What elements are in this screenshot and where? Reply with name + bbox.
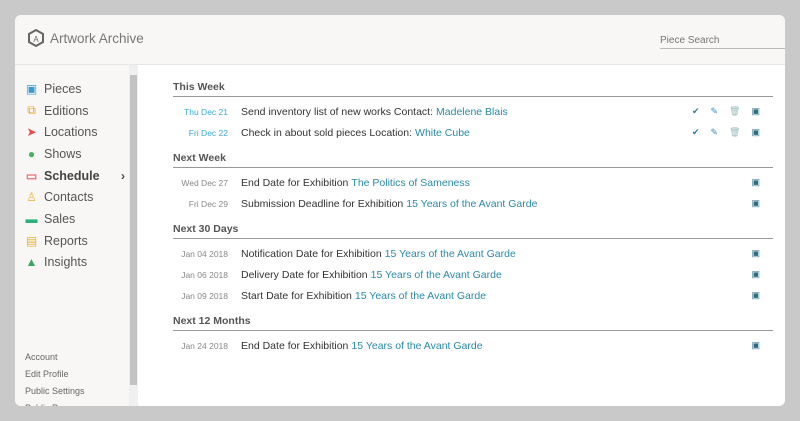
schedule-item: Fri Dec 29 Submission Deadline for Exhibi… (173, 193, 773, 214)
sidebar-item-label: Shows (44, 146, 82, 161)
item-text: Send inventory list of new works Contact… (241, 105, 434, 118)
calendar-icon[interactable]: ▣ (751, 269, 760, 279)
sidebar: ▣ Pieces ⧉ Editions ➤ Locations ● Shows ▭ Schedul… (15, 65, 129, 406)
item-date: Wed Dec 27 (181, 177, 228, 188)
calendar-icon[interactable]: ▣ (751, 198, 760, 208)
user-icon: ♙ (26, 190, 37, 205)
calendar-icon[interactable]: ▣ (751, 177, 760, 187)
sidebar-item-shows[interactable]: ● Shows (25, 143, 125, 165)
schedule-list: This Week Thu Dec 21 Send inventory list o… (173, 81, 773, 356)
sidebar-scrollbar[interactable] (129, 65, 138, 406)
section-heading: This Week (173, 81, 773, 97)
schedule-item: Jan 04 2018 Notification Date for Exhibit… (173, 243, 773, 264)
section-heading: Next 12 Months (173, 315, 773, 331)
item-text: Delivery Date for Exhibition (241, 268, 368, 281)
sidebar-item-label: Insights (44, 255, 88, 270)
sidebar-item-contacts[interactable]: ♙ Contacts (25, 186, 125, 208)
check-icon[interactable]: ✔ (691, 127, 700, 137)
sidebar-item-editions[interactable]: ⧉ Editions (25, 100, 125, 122)
artwork-archive-logo-icon: A (28, 29, 44, 47)
pencil-icon[interactable]: ✎ (710, 106, 719, 116)
footer-link[interactable]: Edit Profile (25, 369, 69, 379)
schedule-item: Fri Dec 22 Check in about sold pieces Loc… (173, 122, 773, 143)
scrollbar-thumb[interactable] (130, 75, 137, 385)
image-icon: ▣ (25, 81, 38, 96)
item-text: Start Date for Exhibition (241, 289, 352, 302)
item-link[interactable]: 15 Years of the Avant Garde (406, 197, 538, 210)
sidebar-item-label: Editions (44, 103, 89, 118)
sidebar-item-locations[interactable]: ➤ Locations (25, 121, 125, 143)
sidebar-item-label: Reports (44, 233, 88, 248)
trash-icon[interactable]: 🗑 (729, 127, 741, 137)
section-heading: Next Week (173, 152, 773, 168)
location-arrow-icon: ➤ (26, 125, 37, 140)
item-text: End Date for Exhibition (241, 339, 349, 352)
calendar-icon: ▭ (25, 168, 38, 183)
footer-link[interactable]: Account (25, 352, 58, 362)
sidebar-item-label: Locations (44, 125, 98, 140)
schedule-item: Thu Dec 21 Send inventory list of new wor… (173, 101, 773, 122)
schedule-item: Jan 24 2018 End Date for Exhibition 15 Yea… (173, 335, 773, 356)
calendar-icon[interactable]: ▣ (751, 248, 760, 258)
item-date: Fri Dec 29 (188, 198, 228, 209)
item-link[interactable]: The Politics of Sameness (351, 176, 470, 189)
sidebar-item-pieces[interactable]: ▣ Pieces (25, 78, 125, 100)
item-date: Jan 04 2018 (181, 248, 228, 259)
sidebar-item-insights[interactable]: ▲ Insights (25, 252, 125, 274)
item-date: Fri Dec 22 (188, 127, 228, 138)
sidebar-item-label: Pieces (44, 81, 82, 96)
schedule-item: Wed Dec 27 End Date for Exhibition The Pol… (173, 172, 773, 193)
item-text: End Date for Exhibition (241, 176, 349, 189)
item-link[interactable]: 15 Years of the Avant Garde (370, 268, 502, 281)
item-date: Jan 24 2018 (181, 340, 228, 351)
schedule-item: Jan 06 2018 Delivery Date for Exhibition 1… (173, 264, 773, 285)
sidebar-item-sales[interactable]: ▬ Sales (25, 208, 125, 230)
item-text: Notification Date for Exhibition (241, 247, 382, 260)
item-text: Check in about sold pieces Location: (241, 126, 413, 139)
trash-icon[interactable]: 🗑 (729, 106, 741, 116)
sidebar-item-schedule[interactable]: ▭ Schedule › (25, 165, 125, 187)
sidebar-item-label: Sales (44, 211, 76, 226)
chevron-right-icon: › (121, 168, 125, 183)
header: A Artwork Archive (15, 15, 785, 65)
schedule-item: Jan 09 2018 Start Date for Exhibition 15 Y… (173, 285, 773, 306)
section-heading: Next 30 Days (173, 223, 773, 239)
app-window: A Artwork Archive ▣ Pieces ⧉ Editions ➤ Locat… (15, 15, 785, 406)
item-link[interactable]: Madelene Blais (436, 105, 508, 118)
sidebar-item-label: Schedule (44, 168, 100, 183)
footer-link[interactable]: Public Settings (25, 386, 85, 396)
logo[interactable]: A Artwork Archive (28, 29, 144, 47)
calendar-icon[interactable]: ▣ (751, 127, 760, 137)
sidebar-item-reports[interactable]: ▤ Reports (25, 230, 125, 252)
app-title: Artwork Archive (50, 30, 144, 46)
piece-search-input[interactable] (660, 33, 785, 49)
svg-text:A: A (33, 35, 39, 44)
sidebar-item-label: Contacts (44, 190, 94, 205)
footer-link[interactable]: Public Page (25, 403, 85, 406)
copies-icon: ⧉ (27, 103, 36, 118)
check-icon[interactable]: ✔ (691, 106, 700, 116)
item-link[interactable]: 15 Years of the Avant Garde (354, 289, 487, 302)
item-date: Jan 09 2018 (181, 290, 228, 301)
item-text: Submission Deadline for Exhibition (241, 197, 404, 210)
document-icon: ▤ (25, 233, 38, 248)
map-pin-icon: ● (27, 146, 36, 161)
item-link[interactable]: 15 Years of the Avant Garde (351, 339, 483, 352)
item-link[interactable]: White Cube (415, 126, 470, 139)
item-date: Jan 06 2018 (181, 269, 228, 280)
item-link[interactable]: 15 Years of the Avant Garde (384, 247, 516, 260)
pencil-icon[interactable]: ✎ (710, 127, 719, 137)
calendar-icon[interactable]: ▣ (751, 106, 760, 116)
item-date: Thu Dec 21 (184, 106, 228, 117)
area-chart-icon: ▲ (25, 255, 38, 270)
credit-card-icon: ▬ (25, 211, 38, 226)
calendar-icon[interactable]: ▣ (751, 290, 760, 300)
calendar-icon[interactable]: ▣ (751, 340, 760, 350)
